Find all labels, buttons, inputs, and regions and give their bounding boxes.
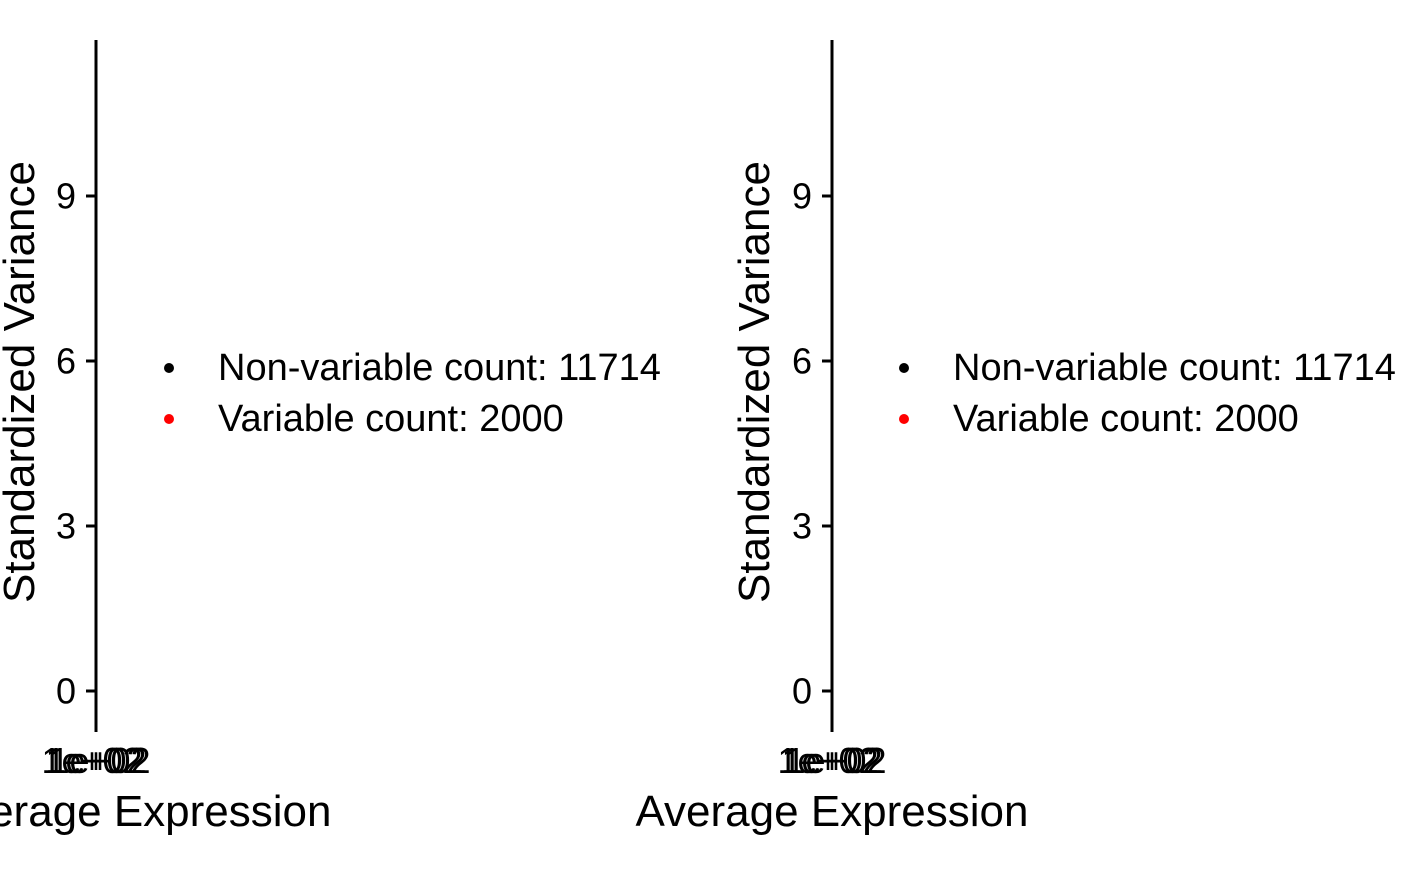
legend-entry: Variable count: 2000 (953, 398, 1299, 440)
legend-entry: Non-variable count: 11714 (218, 347, 661, 389)
y-tick-label: 0 (56, 671, 76, 712)
x-tick-label: 1e+02 (49, 740, 150, 781)
x-axis-title: Average Expression (636, 787, 1029, 836)
legend-swatch (164, 414, 174, 424)
y-axis-title: Standardized Variance (0, 161, 44, 603)
y-tick-label: 9 (56, 176, 76, 217)
y-tick-label: 6 (792, 341, 812, 382)
y-tick-label: 3 (56, 506, 76, 547)
y-tick-label: 9 (792, 176, 812, 217)
x-tick-label: 1e+02 (785, 740, 886, 781)
x-axis-title: Average Expression (0, 787, 331, 836)
y-tick-label: 0 (792, 671, 812, 712)
legend-swatch (164, 363, 174, 373)
x-tick-label: 1e+02 (781, 740, 882, 781)
y-tick-label: 3 (792, 506, 812, 547)
x-tick-label: 1e+02 (777, 740, 878, 781)
legend-swatch (899, 363, 909, 373)
y-axis-title: Standardized Variance (730, 161, 779, 603)
legend-swatch (899, 414, 909, 424)
x-tick-label: 1e+02 (41, 740, 142, 781)
x-tick-label: 1e+02 (45, 740, 146, 781)
y-tick-label: 6 (56, 341, 76, 382)
legend-entry: Non-variable count: 11714 (953, 347, 1396, 389)
legend-entry: Variable count: 2000 (218, 398, 564, 440)
